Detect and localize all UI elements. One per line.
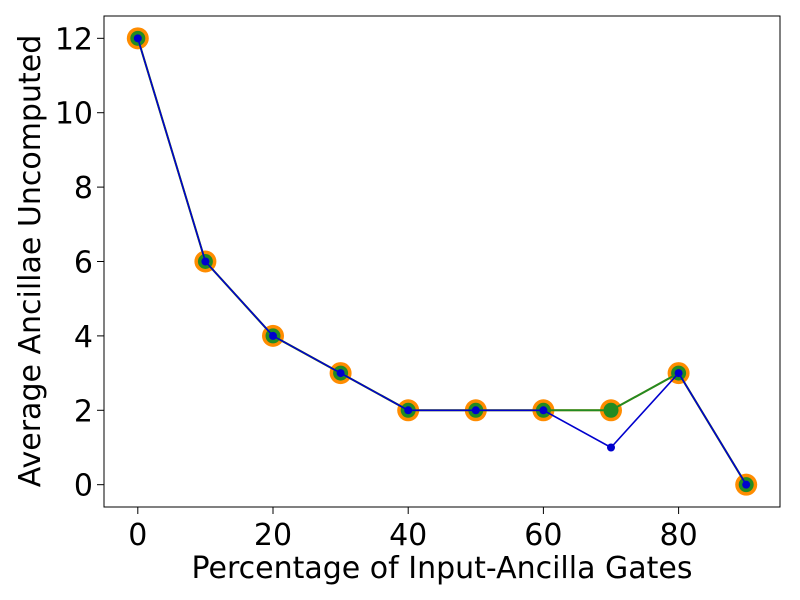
x-tick-label-4: 80: [660, 518, 698, 553]
series-2-point-0: [133, 34, 142, 43]
y-tick-label-2: 4: [74, 320, 93, 355]
series-2-point-1: [201, 257, 210, 266]
series-2-point-8: [674, 369, 683, 378]
y-tick-label-4: 8: [74, 171, 93, 206]
y-axis-ticks: 0 2 4 6 8 10 12: [55, 22, 104, 504]
series-2-point-2: [269, 331, 277, 340]
x-tick-label-1: 20: [254, 518, 292, 553]
y-tick-label-6: 12: [55, 22, 93, 57]
x-tick-label-0: 0: [128, 518, 147, 553]
series-1-point-7: [603, 402, 619, 418]
series-2-point-5: [471, 406, 480, 415]
x-axis-ticks: 0 20 40 60 80: [128, 507, 698, 553]
series-0: [126, 27, 758, 496]
series-2-point-7: [607, 443, 615, 452]
series-1-line: [136, 38, 748, 486]
x-axis-label: Percentage of Input-Ancilla Gates: [191, 551, 692, 586]
series-2-point-9: [742, 480, 751, 489]
series-2-point-6: [539, 406, 548, 415]
x-tick-label-3: 60: [524, 518, 562, 553]
series-0-line: [136, 38, 748, 486]
y-tick-label-3: 6: [74, 246, 93, 281]
series-layer: [126, 27, 758, 496]
series-2: [133, 34, 751, 489]
series-2-line: [137, 38, 747, 486]
series-2-point-4: [404, 406, 413, 415]
y-tick-label-1: 2: [74, 394, 93, 429]
series-2-point-3: [336, 369, 345, 378]
y-axis-label: Average Ancillae Uncomputed: [13, 35, 48, 488]
series-1: [130, 30, 754, 493]
x-tick-label-2: 40: [389, 518, 427, 553]
y-tick-label-0: 0: [74, 469, 93, 504]
y-tick-label-5: 10: [55, 97, 93, 132]
